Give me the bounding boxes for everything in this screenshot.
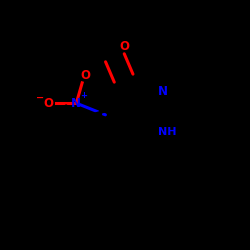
Text: N: N xyxy=(158,85,168,98)
Text: O: O xyxy=(119,40,129,53)
Text: O: O xyxy=(44,97,54,110)
Text: +: + xyxy=(80,92,87,100)
Text: O: O xyxy=(80,69,90,82)
Text: N: N xyxy=(71,97,81,110)
Text: −: − xyxy=(36,92,44,102)
Text: NH: NH xyxy=(158,127,176,137)
